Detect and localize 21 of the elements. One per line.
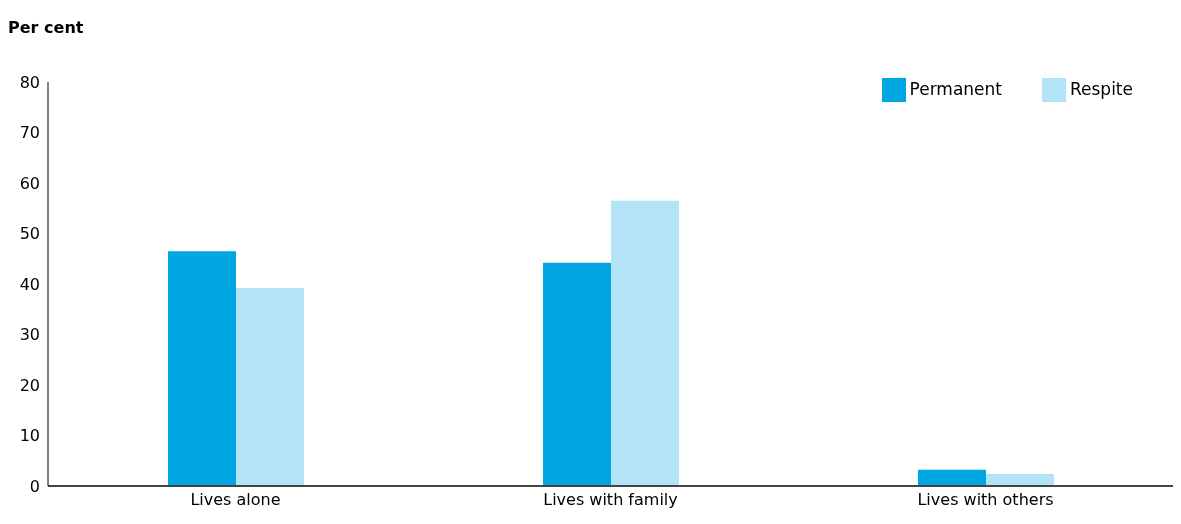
y-axis-title: Per cent (8, 18, 84, 37)
y-tick-label: 30 (19, 325, 40, 345)
bar (168, 251, 236, 486)
y-tick-label: 10 (19, 426, 40, 446)
bar (543, 262, 611, 486)
legend-label: Respite (1069, 79, 1133, 99)
y-tick-label: 40 (19, 274, 40, 294)
x-tick-label: Lives with others (917, 490, 1054, 510)
x-tick-label: Lives alone (190, 490, 281, 510)
y-tick-label: 70 (19, 123, 40, 143)
y-tick-label: 80 (19, 72, 40, 92)
bar (236, 288, 304, 486)
y-tick-label: 50 (19, 224, 40, 244)
x-tick-label: Lives with family (543, 490, 678, 510)
bar (918, 469, 986, 486)
y-tick-label: 60 (19, 173, 40, 193)
bar (986, 473, 1054, 486)
y-tick-label: 20 (19, 375, 40, 395)
y-tick-label: 0 (29, 476, 40, 496)
bar (611, 200, 679, 486)
legend-label: Permanent (909, 79, 1002, 99)
